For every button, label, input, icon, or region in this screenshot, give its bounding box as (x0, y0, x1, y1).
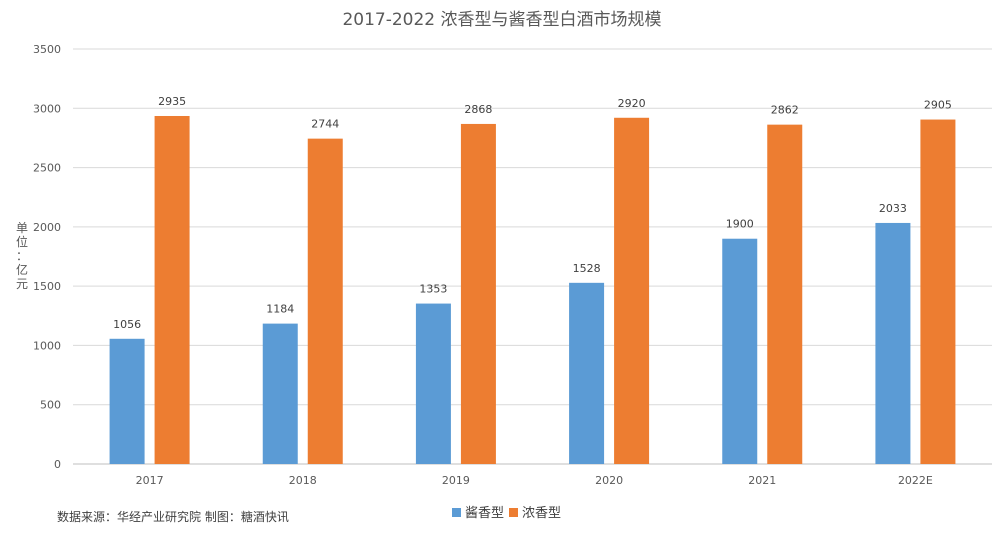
bar-nong-2020 (614, 117, 650, 465)
data-label: 2935 (158, 95, 186, 108)
y-tick-label: 2500 (33, 162, 61, 175)
y-axis-label-char: 单 (16, 221, 28, 235)
y-tick-label: 3500 (33, 43, 61, 56)
x-tick-label: 2018 (289, 474, 317, 487)
data-label: 2744 (311, 118, 339, 131)
data-label: 2920 (618, 97, 646, 110)
bars (109, 115, 956, 465)
y-tick-label: 3000 (33, 102, 61, 115)
chart-title: 2017-2022 浓香型与酱香型白酒市场规模 (342, 10, 661, 30)
data-label: 2862 (771, 104, 799, 117)
data-label: 1528 (573, 262, 601, 275)
legend-swatch (509, 508, 518, 517)
bar-jiang-2021 (722, 238, 758, 464)
legend-label: 浓香型 (522, 506, 561, 521)
x-tick-label: 2020 (595, 474, 623, 487)
bar-nong-2021 (767, 124, 803, 465)
y-axis-label-char: ： (16, 249, 28, 263)
legend-label: 酱香型 (465, 506, 504, 521)
data-label: 2868 (464, 103, 492, 116)
x-tick-label: 2019 (442, 474, 470, 487)
y-tick-label: 0 (54, 458, 61, 471)
y-tick-label: 1500 (33, 280, 61, 293)
y-axis-label-char: 位 (16, 234, 28, 249)
y-axis-label: 单位：亿元 (16, 221, 28, 291)
x-axis-ticks: 2017 2018 2019 2020 2021 2022E (136, 474, 933, 487)
legend: 酱香型 浓香型 (452, 506, 561, 521)
bar-jiang-2022E (875, 222, 911, 464)
bar-nong-2017 (154, 115, 190, 464)
bar-nong-2019 (460, 123, 496, 465)
bar-jiang-2020 (569, 282, 605, 464)
bar-jiang-2017 (109, 338, 145, 464)
bar-jiang-2019 (415, 303, 451, 464)
bar-nong-2022E (920, 119, 956, 465)
bar-nong-2018 (307, 138, 343, 464)
y-tick-label: 2000 (33, 221, 61, 234)
data-labels: 1056 2935 1184 2744 1353 2868 1528 2920 1900 2862… (113, 95, 952, 331)
bar-jiang-2018 (262, 323, 298, 464)
y-axis-ticks: 0 500 1000 1500 2000 2500 3000 3500 (33, 43, 61, 471)
y-tick-label: 500 (40, 399, 61, 412)
x-tick-label: 2022E (898, 474, 933, 487)
data-label: 1056 (113, 318, 141, 331)
y-axis-label-char: 亿 (16, 262, 28, 277)
source-note: 数据来源：华经产业研究院 制图：糖酒快讯 (57, 509, 289, 524)
data-label: 1184 (266, 303, 294, 316)
data-label: 1353 (419, 283, 447, 296)
x-tick-label: 2017 (136, 474, 164, 487)
data-label: 2905 (924, 99, 952, 112)
gridlines (73, 48, 992, 465)
data-label: 2033 (879, 202, 907, 215)
legend-swatch (452, 508, 461, 517)
y-axis-label-char: 元 (16, 277, 28, 291)
data-label: 1900 (726, 218, 754, 231)
x-tick-label: 2021 (748, 474, 776, 487)
y-tick-label: 1000 (33, 339, 61, 352)
